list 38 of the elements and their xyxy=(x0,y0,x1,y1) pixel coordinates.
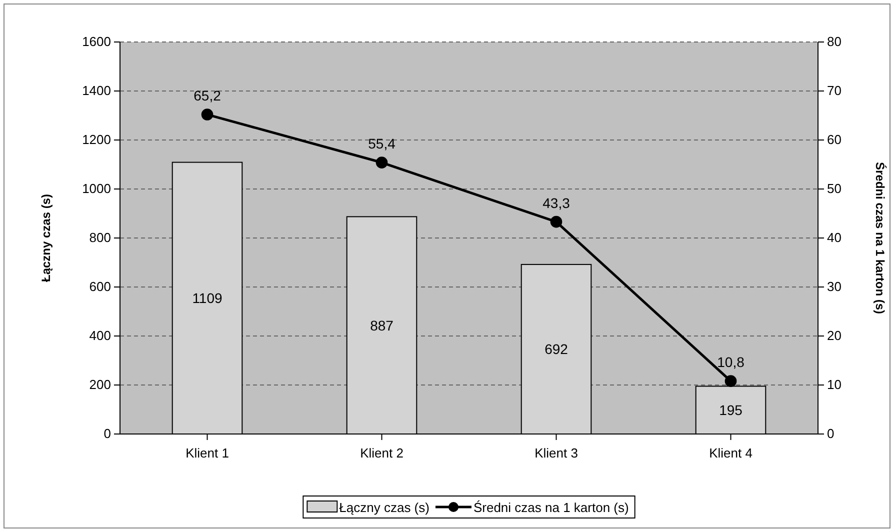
y-tick-label: 1600 xyxy=(82,34,111,50)
y-tick-label: 1200 xyxy=(82,132,111,148)
data-label: 195 xyxy=(719,402,743,418)
y-tick-label: 400 xyxy=(89,328,111,344)
y-tick-label: 0 xyxy=(104,426,111,442)
point xyxy=(376,156,388,168)
point xyxy=(724,375,737,387)
y2-tick-label: 60 xyxy=(827,132,842,148)
y2-tick-label: 80 xyxy=(827,34,842,50)
data-label: 1109 xyxy=(192,290,223,306)
y2-tick-label: 20 xyxy=(827,328,842,344)
y2-axis-title: Średni czas na 1 karton (s) xyxy=(873,162,887,314)
data-label: 65,2 xyxy=(194,88,222,104)
point xyxy=(550,216,562,228)
y2-tick-label: 40 xyxy=(827,230,842,246)
y-tick-label: 600 xyxy=(89,279,111,294)
x-tick-label: Klient 2 xyxy=(360,445,404,460)
y2-tick-label: 10 xyxy=(827,377,842,392)
data-label: 55,4 xyxy=(368,136,396,152)
y-tick-label: 1000 xyxy=(82,181,111,196)
x-tick-label: Klient 4 xyxy=(709,445,752,460)
y2-tick-label: 50 xyxy=(827,181,842,196)
data-label: 887 xyxy=(370,317,394,334)
x-tick-label: Klient 1 xyxy=(186,445,229,460)
y-tick-label: 800 xyxy=(89,230,111,246)
x-tick-label: Klient 3 xyxy=(534,445,578,460)
y-tick-label: 1400 xyxy=(82,83,111,98)
y2-tick-label: 30 xyxy=(827,279,842,294)
data-label: 692 xyxy=(544,341,568,358)
legend-label: Łączny czas (s) xyxy=(339,500,430,515)
point xyxy=(201,108,214,120)
data-label: 10,8 xyxy=(717,354,745,370)
data-label: 43,3 xyxy=(542,194,570,211)
y2-tick-label: 70 xyxy=(827,83,842,98)
y2-tick-label: 0 xyxy=(827,426,834,442)
y-tick-label: 200 xyxy=(89,377,111,392)
y-axis-title: Łączny czas (s) xyxy=(39,194,53,282)
legend-label: Średni czas na 1 karton (s) xyxy=(473,500,629,515)
